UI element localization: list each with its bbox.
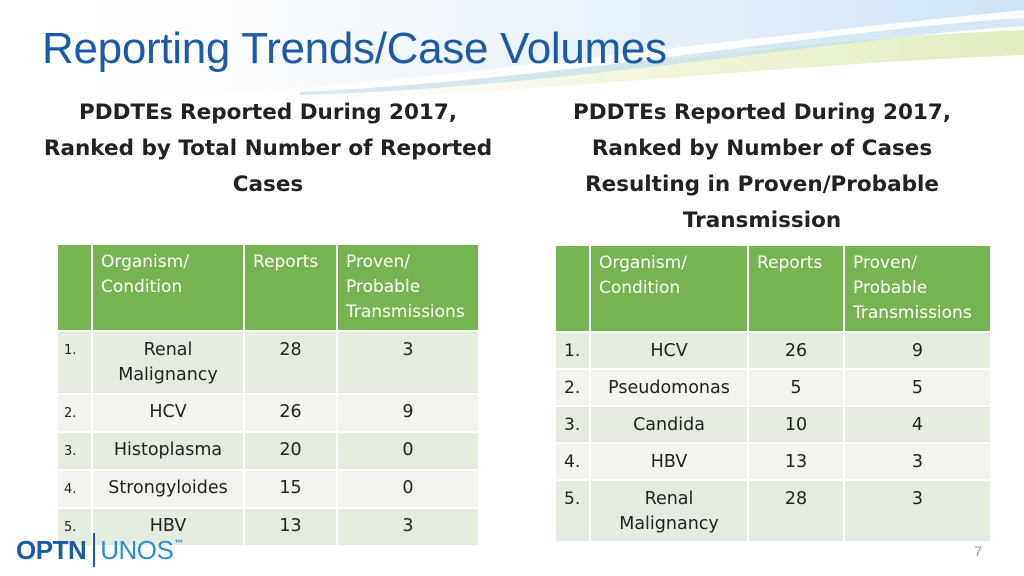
column-header-organism: Organism/ Condition [589, 244, 749, 333]
header-line: Proven/ [346, 252, 410, 272]
column-header-proven: Proven/ Probable Transmissions [843, 244, 992, 333]
header-line: Transmissions [853, 303, 972, 323]
reports-cell: 13 [747, 442, 845, 481]
reports-cell: 26 [243, 393, 338, 433]
rank-cell: 5. [56, 507, 93, 547]
column-header-rank [554, 244, 591, 333]
rank-cell: 5. [554, 479, 591, 543]
optn-unos-logo: OPTN UNOS ™ [16, 532, 183, 568]
left-ranking-table: Organism/ Condition Reports Proven/ Prob… [56, 243, 480, 547]
right-ranking-table: Organism/ Condition Reports Proven/ Prob… [554, 244, 992, 543]
right-table-caption: PDDTEs Reported During 2017, Ranked by N… [542, 95, 982, 239]
left-caption-line: Cases [232, 172, 304, 197]
proven-cell: 0 [336, 431, 480, 471]
header-line: Organism/ [101, 252, 189, 272]
organism-cell: Strongyloides [91, 469, 245, 509]
header-line: Transmissions [346, 302, 465, 322]
logo-unos-text: UNOS [100, 534, 174, 565]
page-title: Reporting Trends/Case Volumes [42, 24, 667, 73]
table-row: 4. HBV 13 3 [554, 442, 992, 481]
header-line: Probable [346, 277, 421, 297]
header-line: Condition [101, 277, 183, 297]
column-header-proven: Proven/ Probable Transmissions [336, 243, 480, 332]
left-table-caption: PDDTEs Reported During 2017, Ranked by T… [28, 95, 508, 203]
rank-cell: 2. [554, 368, 591, 407]
table-row: 3. Candida 10 4 [554, 405, 992, 444]
header-line: Condition [599, 278, 681, 298]
proven-cell: 3 [336, 507, 480, 547]
rank-cell: 1. [56, 330, 93, 395]
reports-cell: 26 [747, 331, 845, 370]
table-header-row: Organism/ Condition Reports Proven/ Prob… [56, 243, 480, 332]
table-row: 3. Histoplasma 20 0 [56, 431, 480, 471]
header-line: Organism/ [599, 253, 687, 273]
table-row: 5. HBV 13 3 [56, 507, 480, 547]
rank-cell: 3. [56, 431, 93, 471]
column-header-organism: Organism/ Condition [91, 243, 245, 332]
table-row: 5. Renal Malignancy 28 3 [554, 479, 992, 543]
organism-cell: Renal Malignancy [91, 330, 245, 395]
table-row: 2. HCV 26 9 [56, 393, 480, 433]
table-row: 1. HCV 26 9 [554, 331, 992, 370]
header-line: Probable [853, 278, 928, 298]
proven-cell: 0 [336, 469, 480, 509]
right-caption-line: Transmission [682, 208, 842, 233]
proven-cell: 3 [843, 442, 992, 481]
logo-trademark: ™ [174, 538, 183, 548]
reports-cell: 5 [747, 368, 845, 407]
rank-cell: 4. [554, 442, 591, 481]
header-swoosh-decoration [0, 0, 1024, 104]
organism-cell: Candida [589, 405, 749, 444]
reports-cell: 15 [243, 469, 338, 509]
proven-cell: 3 [336, 330, 480, 395]
reports-cell: 28 [243, 330, 338, 395]
proven-cell: 4 [843, 405, 992, 444]
header-line: Proven/ [853, 253, 917, 273]
proven-cell: 5 [843, 368, 992, 407]
reports-cell: 13 [243, 507, 338, 547]
table-row: 2. Pseudomonas 5 5 [554, 368, 992, 407]
organism-cell: HCV [589, 331, 749, 370]
column-header-rank [56, 243, 93, 332]
organism-cell: HCV [91, 393, 245, 433]
left-caption-line: Ranked by Total Number of Reported [43, 136, 493, 161]
rank-cell: 2. [56, 393, 93, 433]
reports-cell: 28 [747, 479, 845, 543]
right-caption-line: Ranked by Number of Cases [591, 136, 933, 161]
proven-cell: 9 [843, 331, 992, 370]
organism-cell: HBV [589, 442, 749, 481]
organism-cell: Pseudomonas [589, 368, 749, 407]
column-header-reports: Reports [747, 244, 845, 333]
right-caption-line: PDDTEs Reported During 2017, [572, 100, 952, 125]
page-number: 7 [974, 543, 982, 559]
proven-cell: 3 [843, 479, 992, 543]
organism-cell: Renal Malignancy [589, 479, 749, 543]
rank-cell: 3. [554, 405, 591, 444]
reports-cell: 10 [747, 405, 845, 444]
rank-cell: 4. [56, 469, 93, 509]
rank-cell: 1. [554, 331, 591, 370]
logo-divider [93, 533, 96, 567]
left-caption-line: PDDTEs Reported During 2017, [78, 100, 458, 125]
column-header-reports: Reports [243, 243, 338, 332]
logo-optn-text: OPTN [16, 534, 87, 565]
table-header-row: Organism/ Condition Reports Proven/ Prob… [554, 244, 992, 333]
organism-cell: HBV [91, 507, 245, 547]
organism-cell: Histoplasma [91, 431, 245, 471]
table-row: 4. Strongyloides 15 0 [56, 469, 480, 509]
table-row: 1. Renal Malignancy 28 3 [56, 330, 480, 395]
reports-cell: 20 [243, 431, 338, 471]
right-caption-line: Resulting in Proven/Probable [585, 172, 939, 197]
proven-cell: 9 [336, 393, 480, 433]
